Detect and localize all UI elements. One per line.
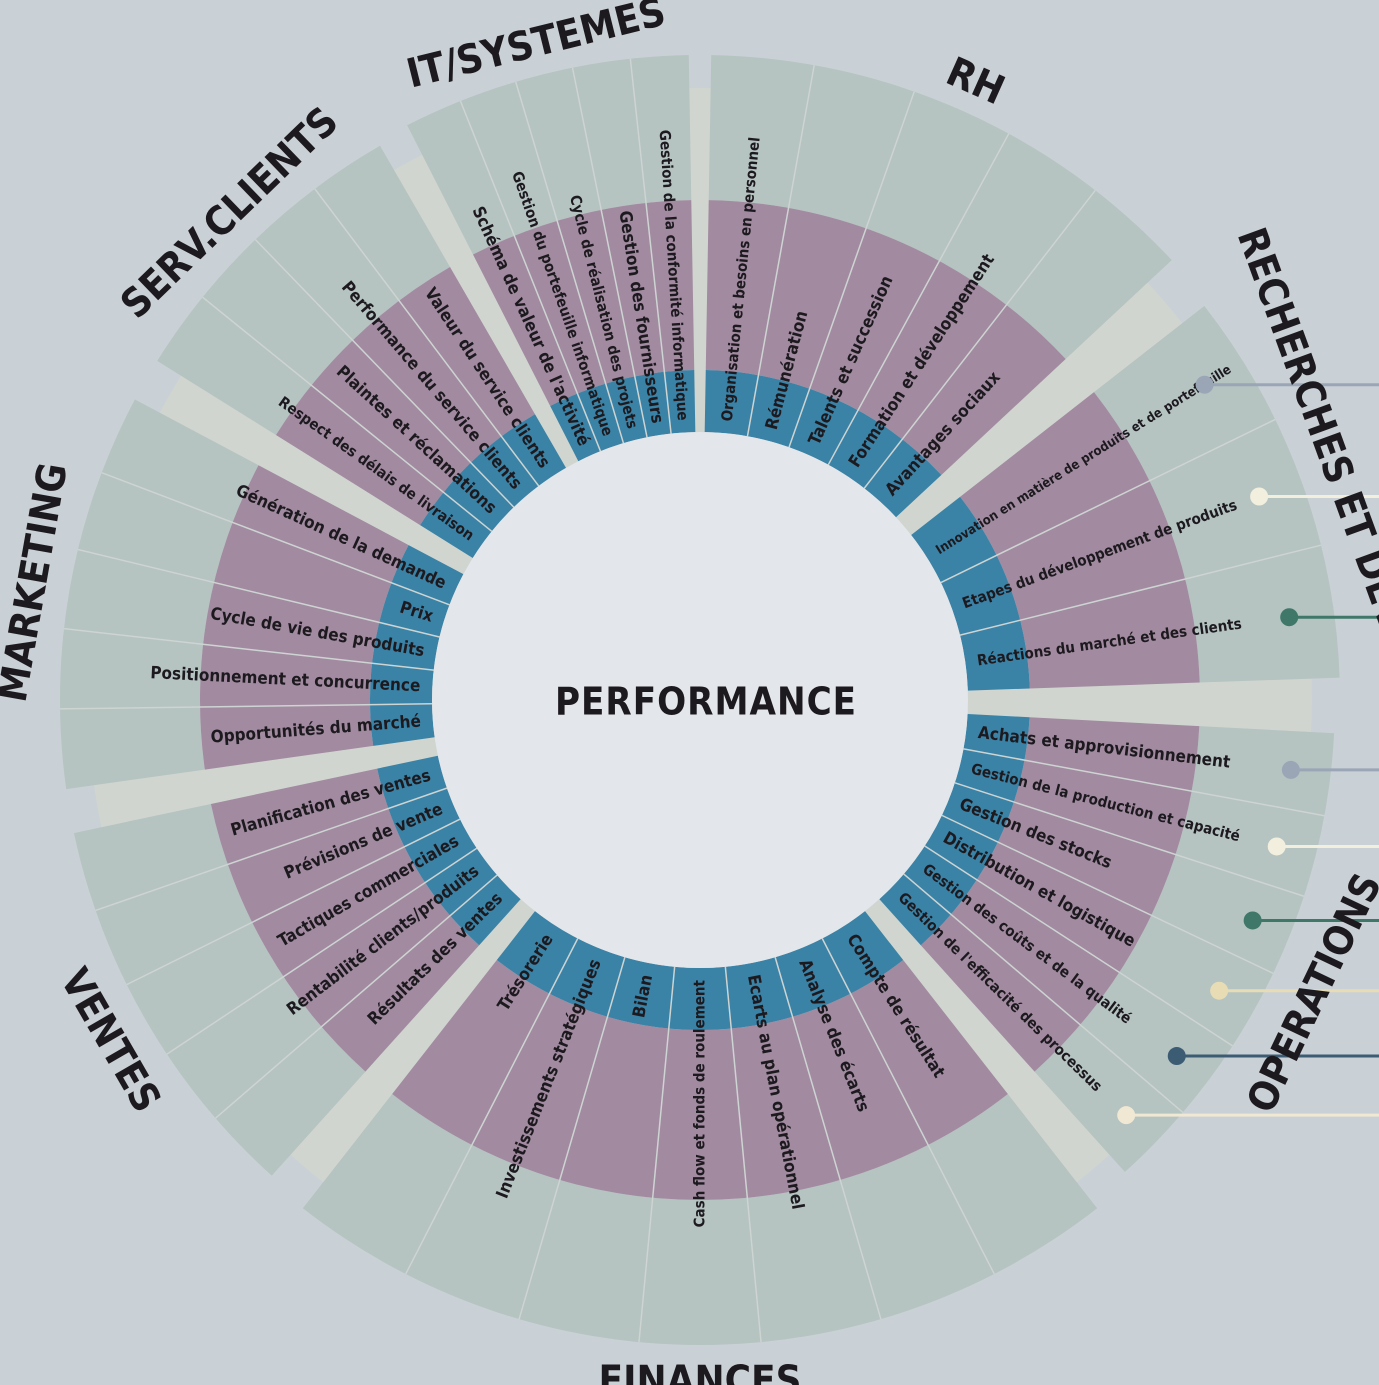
item-divider xyxy=(629,58,672,434)
item-divider xyxy=(405,938,579,1275)
item-divider xyxy=(963,748,1325,817)
purple-band xyxy=(210,768,480,1072)
connector-dot xyxy=(1281,760,1300,779)
outer-band xyxy=(302,1094,1098,1345)
item-divider xyxy=(746,65,815,437)
blue-band xyxy=(879,714,1030,946)
item-divider xyxy=(788,91,915,448)
blue-band xyxy=(496,911,904,1030)
outer-band xyxy=(1094,305,1340,683)
item-divider xyxy=(515,81,625,444)
item-divider xyxy=(924,845,1233,1047)
connector-dot xyxy=(1250,487,1269,506)
outer-band xyxy=(1034,726,1335,1172)
purple-band xyxy=(200,465,409,770)
blue-band xyxy=(370,545,464,746)
item-divider xyxy=(459,100,602,452)
item-divider xyxy=(101,472,450,606)
item-divider xyxy=(63,627,434,671)
item-divider xyxy=(821,938,995,1275)
blue-band xyxy=(550,370,696,462)
item-divider xyxy=(903,873,1184,1113)
wedges xyxy=(60,55,1340,1345)
outer-band xyxy=(407,55,692,255)
outer-band xyxy=(60,399,259,790)
outer-band xyxy=(73,803,366,1176)
item-divider xyxy=(940,418,1276,584)
connector-dot xyxy=(1280,608,1299,627)
item-divider xyxy=(774,957,882,1320)
blue-band xyxy=(704,370,942,518)
item-divider xyxy=(126,818,461,986)
item-divider xyxy=(518,957,626,1320)
purple-band xyxy=(960,392,1200,689)
item-divider xyxy=(314,188,540,487)
purple-band xyxy=(705,200,1066,475)
purple-band xyxy=(392,960,1008,1200)
item-divider xyxy=(60,702,433,710)
item-label: Cash flow et fonds de roulement xyxy=(691,979,709,1227)
connector-dot xyxy=(1167,1047,1186,1066)
item-divider xyxy=(215,874,498,1119)
blue-band xyxy=(377,755,521,946)
purple-band xyxy=(920,717,1200,1072)
center-label: PERFORMANCE xyxy=(555,680,857,724)
inner-disc xyxy=(432,432,968,968)
connector-dot xyxy=(1117,1106,1136,1125)
connector-dot xyxy=(1195,375,1214,394)
connector-dot xyxy=(1243,911,1262,930)
item-divider xyxy=(571,67,648,438)
item-divider xyxy=(863,189,1096,489)
item-divider xyxy=(941,814,1274,975)
item-divider xyxy=(724,966,762,1343)
item-divider xyxy=(954,782,1305,897)
blue-band xyxy=(911,496,1030,691)
item-divider xyxy=(638,966,676,1343)
connector-dot xyxy=(1267,837,1286,856)
item-divider xyxy=(254,239,515,508)
item-divider xyxy=(827,133,1010,466)
item-divider xyxy=(166,847,478,1055)
purple-band xyxy=(473,200,695,406)
item-divider xyxy=(95,787,448,912)
connector-dot xyxy=(1210,981,1229,1000)
item-divider xyxy=(202,296,493,532)
item-divider xyxy=(77,548,440,638)
section-title: FINANCES xyxy=(599,1358,802,1385)
item-divider xyxy=(959,544,1322,636)
outer-band xyxy=(708,55,1172,360)
